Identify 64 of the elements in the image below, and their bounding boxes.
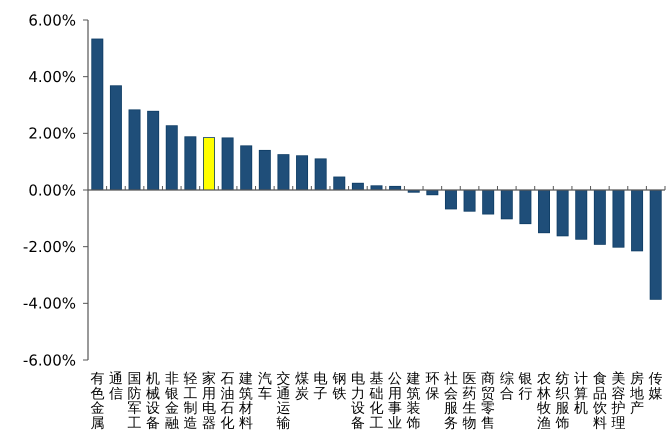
x-tick-label: 农林牧渔 [536, 371, 552, 432]
x-tick-label: 电力设备 [350, 371, 365, 432]
x-tick-label: 钢铁 [331, 371, 346, 402]
x-tick-label: 煤炭 [295, 371, 310, 402]
x-tick-label: 轻工制造 [183, 371, 198, 432]
bar [184, 136, 196, 190]
bar [258, 150, 271, 190]
bar [631, 190, 644, 252]
x-tick-label: 通信 [108, 371, 123, 402]
y-tick-label: -4.00% [22, 294, 76, 313]
x-tick-label: 纺织服饰 [554, 371, 570, 432]
x-tick-label: 基础化工 [368, 371, 384, 432]
x-tick-label: 非银金融 [164, 371, 179, 432]
y-tick-label: 2.00% [28, 124, 76, 143]
bar [222, 137, 234, 190]
bar [594, 190, 606, 245]
bar [482, 190, 494, 214]
x-tick-label: 电子 [314, 371, 328, 402]
x-tick-label: 家用电器 [202, 371, 216, 432]
bar [277, 154, 290, 190]
bar [147, 110, 160, 190]
x-tick-label: 交通运输 [276, 371, 290, 432]
x-tick-label: 有色金属 [90, 371, 104, 432]
x-tick-label: 综合 [500, 371, 514, 402]
bar [500, 190, 513, 220]
x-tick-label: 环保 [425, 372, 440, 402]
bar [296, 155, 308, 190]
x-tick-label: 美容护理 [610, 371, 626, 432]
y-tick-label: 0.00% [28, 181, 76, 200]
x-tick-label: 商贸零售 [481, 371, 496, 432]
bar [128, 109, 141, 190]
bar [203, 137, 215, 190]
x-tick-label: 传媒 [648, 371, 663, 402]
bar [519, 190, 532, 224]
bar [166, 125, 178, 190]
bar [91, 38, 104, 190]
x-tick-label: 计算机 [574, 371, 588, 417]
y-tick-label: -6.00% [22, 351, 76, 370]
x-tick-label: 汽车 [258, 371, 272, 402]
x-tick-label: 房地产 [629, 371, 644, 417]
x-tick-label: 机械设备 [146, 371, 160, 432]
bar [575, 190, 588, 240]
x-tick-label: 食品饮料 [592, 371, 607, 432]
bar [240, 145, 252, 190]
x-tick-label: 建筑装饰 [406, 371, 421, 432]
bar [314, 158, 327, 190]
y-tick-label: 6.00% [28, 11, 76, 30]
bar [556, 190, 569, 236]
bar [333, 176, 346, 190]
y-tick-label: 4.00% [28, 68, 76, 86]
y-tick-label: -2.00% [22, 238, 76, 256]
bar [650, 190, 662, 300]
bar [464, 190, 476, 212]
bar [444, 190, 457, 210]
x-tick-label: 石油石化 [220, 372, 235, 432]
x-tick-label: 公用事业 [388, 371, 402, 432]
x-tick-label: 社会服务 [444, 371, 458, 432]
x-tick-label: 银行 [517, 371, 532, 402]
bar [110, 85, 122, 190]
bar [538, 190, 550, 234]
x-tick-label: 建筑材料 [238, 371, 254, 432]
bar [612, 190, 624, 248]
x-tick-label: 国防军工 [128, 372, 142, 432]
x-tick-label: 医药生物 [462, 372, 477, 432]
